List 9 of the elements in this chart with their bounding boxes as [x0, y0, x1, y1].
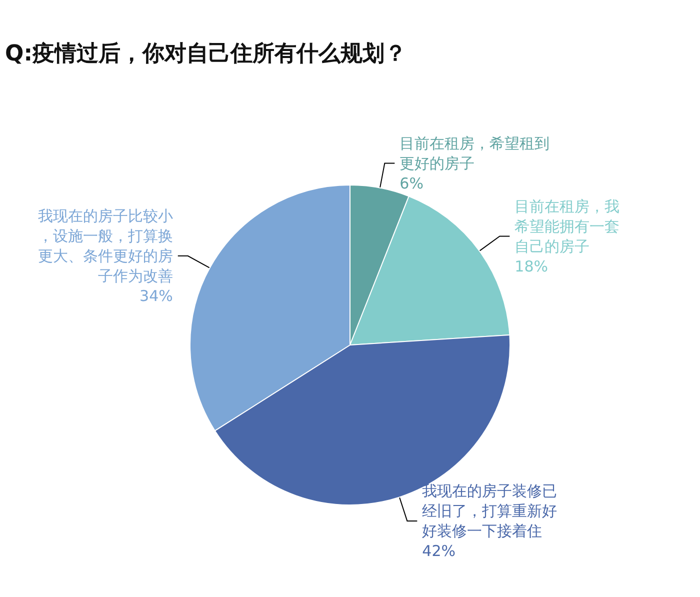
data-label: 34%: [140, 286, 173, 305]
slice-label: 我现在的房子装修已经旧了，打算重新好好装修一下接着住: [422, 482, 558, 540]
chart-title: Q:疫情过后，你对自己住所有什么规划？: [5, 42, 406, 66]
slice-label: 目前在租房，我希望能拥有一套自己的房子: [514, 197, 620, 256]
slice-label: 目前在租房，希望租到更好的房子: [400, 134, 550, 172]
data-label: 18%: [514, 257, 548, 276]
slice-label: 我现在的房子比较小，设施一般，打算换更大、条件更好的房子作为改善: [38, 206, 173, 285]
data-label: 42%: [422, 542, 456, 560]
data-label: 6%: [400, 174, 424, 192]
